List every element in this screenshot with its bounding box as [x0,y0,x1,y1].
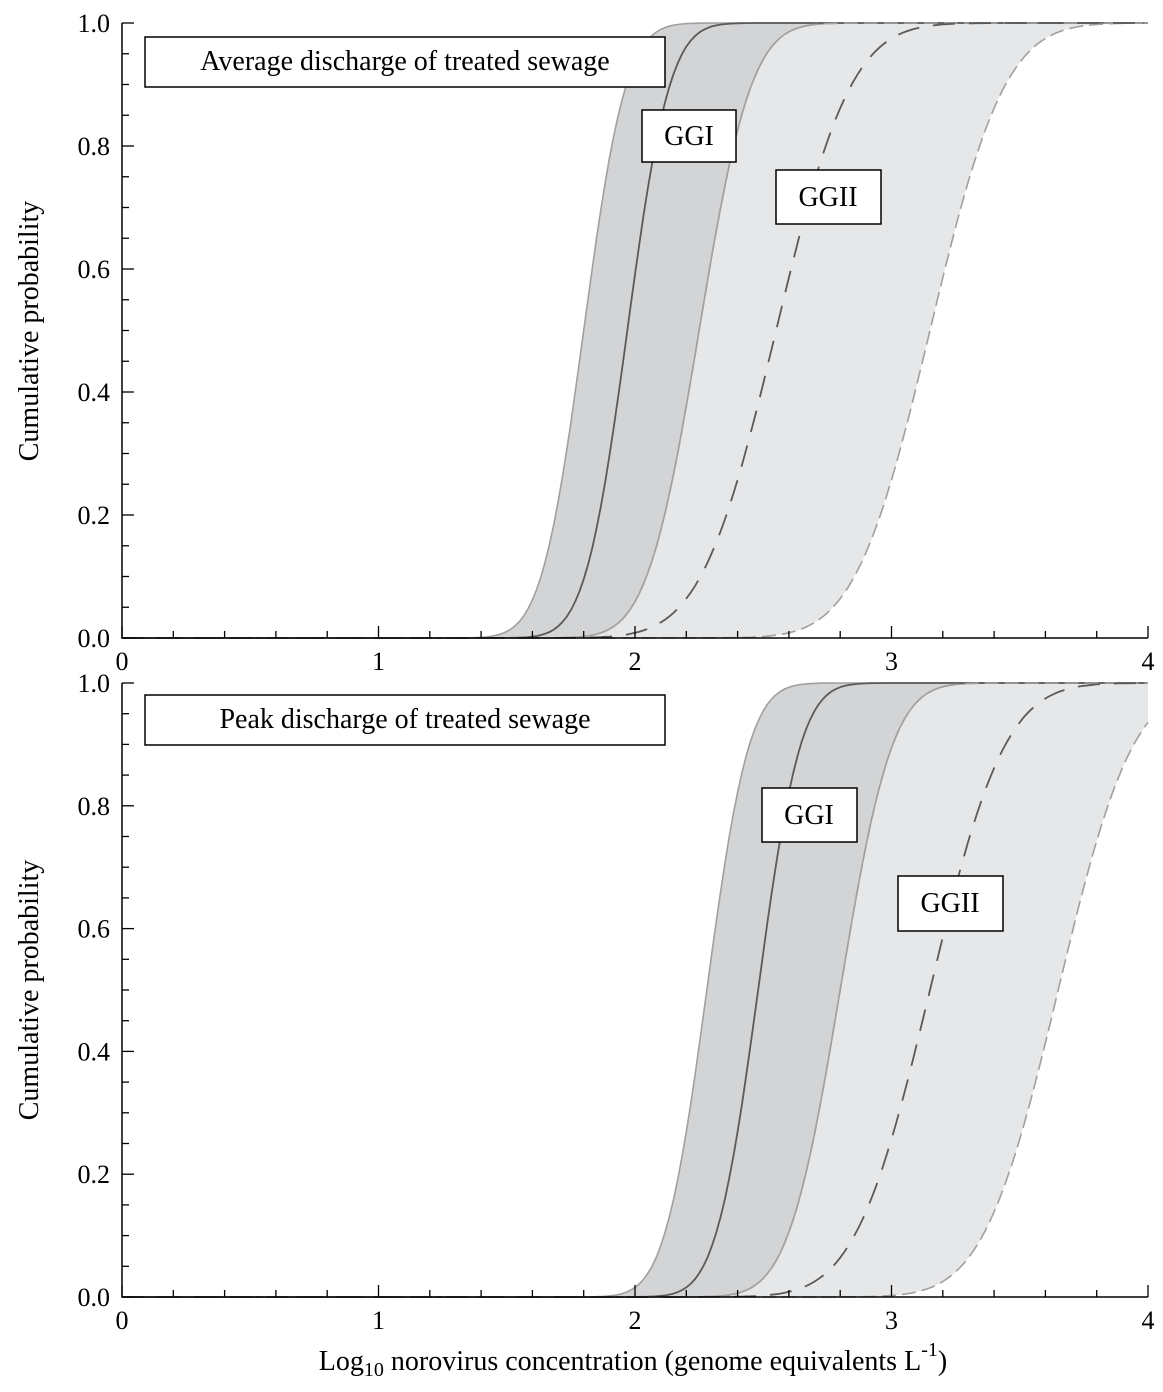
ggi-label: GGI [784,800,834,831]
x-axis-title: Log10 norovirus concentration (genome eq… [319,1339,947,1381]
chart-title: Average discharge of treated sewage [200,46,609,77]
y-axis-title: Cumulative probability [14,201,45,462]
ggi-label-box [761,787,858,843]
y-tick-label: 1.0 [78,9,111,38]
axes-layer [121,22,1149,639]
x-tick-label: 2 [629,1306,642,1335]
x-tick-label: 3 [885,647,898,676]
x-tick-label: 4 [1142,1306,1155,1335]
y-tick-label: 0.2 [78,1160,111,1189]
bands-layer [122,683,1148,1297]
band-ggii [122,23,1148,638]
band-ggii [122,683,1148,1297]
x-title-sup: -1 [921,1339,938,1361]
y-tick-label: 0.2 [78,501,111,530]
chart-title: Peak discharge of treated sewage [219,704,590,735]
y-tick-label: 0.4 [78,1037,111,1066]
x-title-prefix: Log [319,1346,364,1377]
bands-layer [122,23,1148,638]
ggii-label-box [897,875,1004,932]
x-title-sub: 10 [364,1359,384,1381]
labels-layer: 0 1 2 3 4 0.0 0.2 0.4 0.6 0.8 1.0 [78,9,1155,676]
title-box [144,36,666,88]
y-tick-label: 0.8 [78,792,111,821]
y-tick-label: 1.0 [78,669,111,698]
x-tick-label: 0 [116,1306,129,1335]
y-tick-label: 0.8 [78,132,111,161]
x-tick-label: 3 [885,1306,898,1335]
ggi-label-box [641,109,737,163]
band-ggi [122,23,1148,638]
x-tick-label: 1 [372,1306,385,1335]
panel-average: 0 1 2 3 4 0.0 0.2 0.4 0.6 0.8 1.0 Average discharg… [14,9,1155,676]
labels-layer: 0 1 2 3 4 0.0 0.2 0.4 0.6 0.8 1.0 [78,669,1155,1335]
y-tick-label: 0.6 [78,915,111,944]
x-tick-label: 4 [1142,647,1155,676]
y-tick-label: 0.6 [78,255,111,284]
ggii-label: GGII [920,888,979,919]
axes-layer [121,682,1149,1298]
ggii-label: GGII [798,182,857,213]
x-tick-label: 1 [372,647,385,676]
ggii-label-box [775,169,882,225]
x-tick-label: 2 [629,647,642,676]
x-title-middle: norovirus concentration (genome equivale… [384,1346,921,1377]
y-axis-title: Cumulative probability [14,860,45,1121]
title-box [144,694,666,746]
y-tick-label: 0.0 [78,624,111,653]
x-title-suffix: ) [938,1346,947,1377]
panel-peak: 0 1 2 3 4 0.0 0.2 0.4 0.6 0.8 1.0 Peak discharge o… [14,669,1155,1335]
y-tick-label: 0.4 [78,378,111,407]
ggi-label: GGI [664,121,714,152]
y-tick-label: 0.0 [78,1283,111,1312]
x-tick-label: 0 [116,647,129,676]
